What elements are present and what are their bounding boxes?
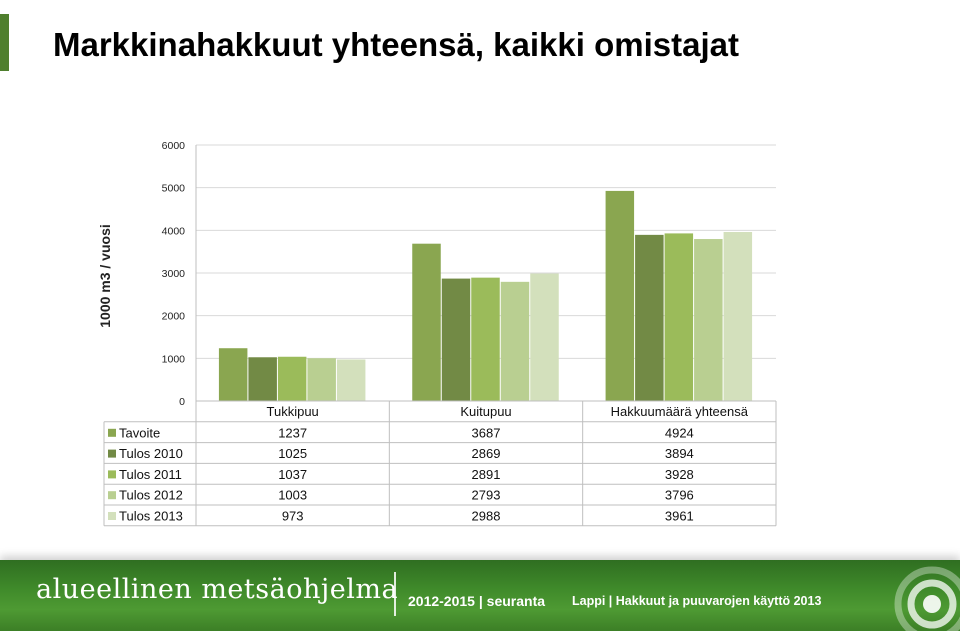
legend-key-tulos-2011 xyxy=(108,470,116,479)
data-label-tulos-2012-2: 3796 xyxy=(665,488,694,503)
data-label-tulos-2010-2: 3894 xyxy=(665,446,694,461)
data-label-tulos-2012-1: 2793 xyxy=(472,488,501,503)
x-tick-label-1: Kuitupuu xyxy=(460,404,511,419)
bar-tulos-2013-2 xyxy=(723,231,753,401)
data-label-tavoite-2: 4924 xyxy=(665,425,694,440)
bar-tulos-2013-0 xyxy=(336,359,366,401)
footer-period-years: 2012-2015 xyxy=(408,593,475,609)
data-label-tulos-2010-1: 2869 xyxy=(472,446,501,461)
y-tick-label-4: 4000 xyxy=(162,225,186,237)
data-label-tulos-2013-1: 2988 xyxy=(472,509,501,524)
bar-tulos-2013-1 xyxy=(530,273,559,401)
y-axis-label: 1000 m3 / vuosi xyxy=(97,224,113,328)
bar-tulos-2011-1 xyxy=(471,277,500,401)
data-label-tulos-2011-0: 1037 xyxy=(278,467,307,482)
data-label-tulos-2010-0: 1025 xyxy=(278,446,307,461)
data-label-tavoite-0: 1237 xyxy=(278,425,307,440)
data-label-tulos-2013-2: 3961 xyxy=(665,509,694,524)
footer-context: Lappi | Hakkuut ja puuvarojen käyttö 201… xyxy=(572,594,822,608)
y-tick-label-3: 3000 xyxy=(162,268,186,280)
x-tick-label-2: Hakkuumäärä yhteensä xyxy=(611,404,749,419)
title-accent-bar xyxy=(0,14,9,71)
bar-tulos-2011-0 xyxy=(277,356,307,401)
bar-tulos-2012-2 xyxy=(694,239,723,401)
footer-logo: alueellinen metsäohjelma xyxy=(36,574,399,605)
footer-banner: alueellinen metsäohjelma 2012-2015 | seu… xyxy=(0,560,960,631)
bar-tulos-2010-0 xyxy=(248,357,277,401)
legend-label-tulos-2013: Tulos 2013 xyxy=(119,509,183,524)
footer-period: 2012-2015 | seuranta xyxy=(408,593,545,609)
legend-key-tulos-2013 xyxy=(108,512,116,520)
bar-tavoite-2 xyxy=(605,190,635,401)
bar-tavoite-0 xyxy=(218,348,248,401)
data-label-tavoite-1: 3687 xyxy=(472,425,501,440)
data-label-tulos-2011-2: 3928 xyxy=(665,467,694,482)
bar-tulos-2010-2 xyxy=(635,234,664,401)
legend-label-tulos-2011: Tulos 2011 xyxy=(119,467,182,482)
legend-label-tavoite: Tavoite xyxy=(119,425,160,440)
bar-tulos-2010-1 xyxy=(441,278,471,401)
y-tick-label-6: 6000 xyxy=(162,140,186,152)
footer-circles-decoration xyxy=(880,560,960,631)
data-label-tulos-2012-0: 1003 xyxy=(278,488,307,503)
bar-tavoite-1 xyxy=(412,243,441,401)
y-tick-label-5: 5000 xyxy=(162,183,186,195)
footer-period-separator: | xyxy=(478,593,483,609)
x-tick-label-0: Tukkipuu xyxy=(267,404,319,419)
y-tick-label-1: 1000 xyxy=(162,353,186,365)
legend-label-tulos-2012: Tulos 2012 xyxy=(119,488,183,503)
chart: 0 1000 2000 3000 4000 5000 6000 1000 m3 / vuosi… xyxy=(97,140,777,527)
data-label-tulos-2013-0: 973 xyxy=(282,509,304,524)
legend-key-tulos-2012 xyxy=(108,491,116,500)
bar-tulos-2012-0 xyxy=(307,358,336,401)
slide-title: Markkinahakkuut yhteensä, kaikki omistaj… xyxy=(53,26,739,63)
legend-label-tulos-2010: Tulos 2010 xyxy=(119,446,183,461)
data-label-tulos-2011-1: 2891 xyxy=(472,467,501,482)
y-tick-label-2: 2000 xyxy=(162,311,186,323)
footer-divider xyxy=(394,572,396,616)
y-tick-label-0: 0 xyxy=(179,396,185,408)
legend-key-tulos-2010 xyxy=(108,449,116,458)
bar-tulos-2012-1 xyxy=(500,281,530,401)
footer-period-section: seuranta xyxy=(486,593,546,609)
bar-tulos-2011-2 xyxy=(664,233,694,401)
legend-key-tavoite xyxy=(108,428,116,437)
